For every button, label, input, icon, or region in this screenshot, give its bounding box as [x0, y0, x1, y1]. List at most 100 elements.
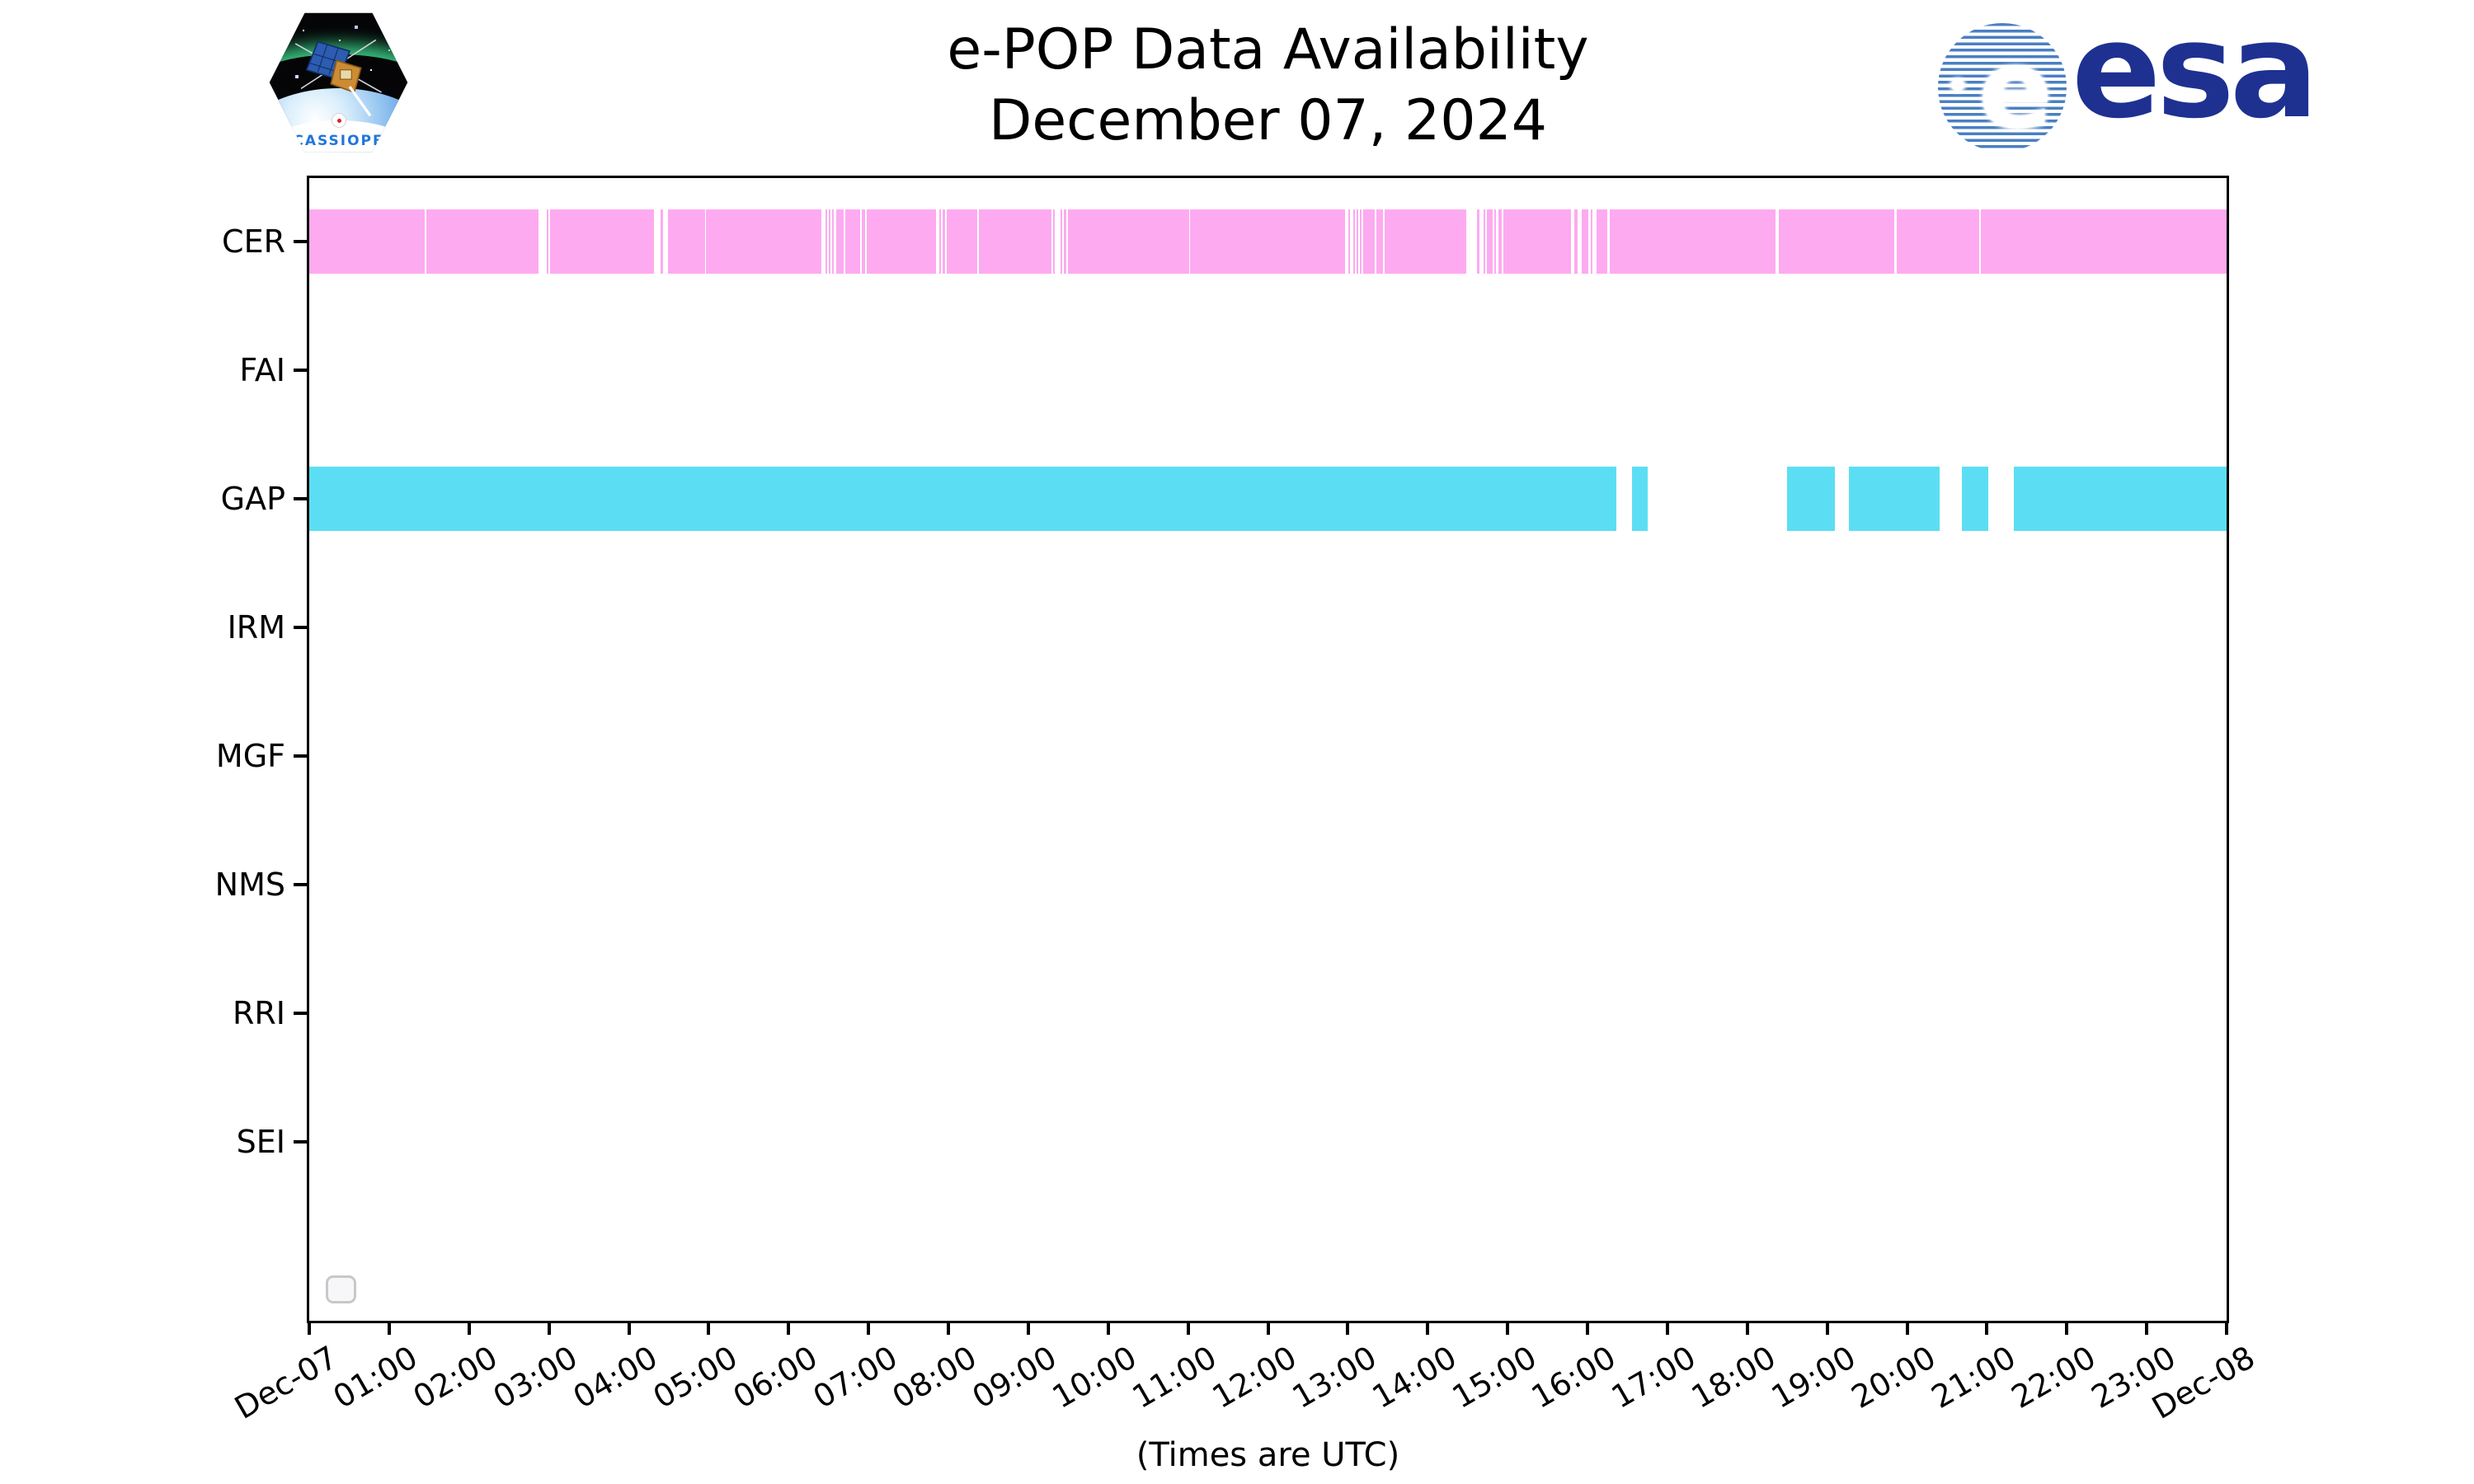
x-tick-23:00 [2145, 1321, 2149, 1335]
stars [291, 21, 293, 23]
availability-segment-CER [706, 209, 821, 274]
x-tick-Dec-07 [308, 1321, 311, 1335]
y-tick-label-IRM: IRM [227, 609, 285, 646]
x-tick-19:00 [1825, 1321, 1829, 1335]
x-tick-label-11:00: 11:00 [1126, 1339, 1223, 1416]
availability-segment-CER [1896, 209, 1979, 274]
availability-segment-CER [1573, 209, 1578, 274]
availability-segment-CER [1063, 209, 1067, 274]
availability-segment-CER [309, 209, 425, 274]
y-tick-SEI [294, 1140, 307, 1144]
y-tick-GAP [294, 497, 307, 500]
x-tick-label-19:00: 19:00 [1765, 1339, 1862, 1416]
x-tick-label-04:00: 04:00 [567, 1339, 664, 1416]
esa-globe-icon: e [1938, 23, 2067, 152]
availability-segment-CER [1778, 209, 1894, 274]
x-tick-16:00 [1586, 1321, 1589, 1335]
availability-segment-CER [1610, 209, 1776, 274]
x-tick-12:00 [1266, 1321, 1270, 1335]
x-tick-05:00 [707, 1321, 711, 1335]
availability-segment-CER [831, 209, 834, 274]
availability-segment-CER [1493, 209, 1496, 274]
esa-logo: e esa [1938, 0, 2319, 160]
availability-segment-CER [1980, 209, 2227, 274]
availability-segment-CER [1384, 209, 1466, 274]
x-tick-label-13:00: 13:00 [1286, 1339, 1383, 1416]
plot-canvas [294, 178, 2228, 1335]
availability-segment-CER [1060, 209, 1062, 274]
plot-area [294, 176, 2229, 1335]
availability-segment-CER [862, 209, 866, 274]
x-axis-title: (Times are UTC) [1136, 1436, 1400, 1474]
availability-segment-CER [667, 209, 705, 274]
x-tick-08:00 [947, 1321, 950, 1335]
x-tick-22:00 [2065, 1321, 2069, 1335]
esa-globe-letter: e [1978, 26, 2053, 153]
y-tick-label-FAI: FAI [239, 352, 285, 388]
availability-segment-CER [1486, 209, 1493, 274]
x-tick-label-09:00: 09:00 [967, 1339, 1063, 1416]
x-tick-Dec-08 [2225, 1321, 2228, 1335]
csa-roundel-icon [331, 113, 346, 129]
x-tick-label-20:00: 20:00 [1845, 1339, 1942, 1416]
y-tick-CER [294, 240, 307, 243]
x-tick-04:00 [627, 1321, 631, 1335]
availability-segment-CER [1353, 209, 1356, 274]
x-tick-label-10:00: 10:00 [1046, 1339, 1143, 1416]
availability-segment-CER [1348, 209, 1351, 274]
esa-globe-dot [1951, 79, 1964, 91]
x-tick-label-15:00: 15:00 [1446, 1339, 1543, 1416]
availability-segment-GAP [1962, 467, 1989, 531]
x-tick-07:00 [867, 1321, 871, 1335]
x-tick-10:00 [1106, 1321, 1110, 1335]
x-tick-01:00 [387, 1321, 391, 1335]
x-tick-label-01:00: 01:00 [327, 1339, 424, 1416]
x-tick-label-02:00: 02:00 [407, 1339, 504, 1416]
x-tick-label-05:00: 05:00 [647, 1339, 744, 1416]
x-tick-18:00 [1745, 1321, 1749, 1335]
x-tick-label-14:00: 14:00 [1366, 1339, 1463, 1416]
availability-segment-CER [1498, 209, 1503, 274]
availability-segment-GAP [1632, 467, 1648, 531]
cassiope-mission-patch: CASSIOPE [262, 6, 415, 159]
x-tick-label-12:00: 12:00 [1206, 1339, 1303, 1416]
availability-segment-CER [1503, 209, 1571, 274]
y-tick-label-NMS: NMS [214, 866, 285, 903]
availability-segment-CER [1477, 209, 1480, 274]
availability-segment-CER [1052, 209, 1055, 274]
y-tick-label-RRI: RRI [232, 995, 285, 1031]
x-tick-06:00 [787, 1321, 791, 1335]
availability-segment-CER [867, 209, 936, 274]
availability-segment-CER [845, 209, 861, 274]
satellite-illustration [294, 39, 383, 117]
y-tick-FAI [294, 369, 307, 372]
availability-segment-CER [1068, 209, 1189, 274]
x-tick-label-17:00: 17:00 [1606, 1339, 1702, 1416]
esa-wordmark: esa [2072, 0, 2319, 148]
x-tick-17:00 [1665, 1321, 1669, 1335]
y-tick-IRM [294, 626, 307, 629]
x-tick-21:00 [1985, 1321, 1989, 1335]
x-tick-09:00 [1026, 1321, 1030, 1335]
y-tick-label-MGF: MGF [215, 738, 285, 774]
availability-segment-CER [426, 209, 539, 274]
availability-segment-CER [1484, 209, 1486, 274]
x-tick-label-08:00: 08:00 [887, 1339, 983, 1416]
cassiope-label: CASSIOPE [293, 133, 384, 149]
x-tick-15:00 [1506, 1321, 1510, 1335]
availability-segment-GAP [309, 467, 1616, 531]
availability-segment-CER [825, 209, 827, 274]
availability-segment-CER [1189, 209, 1345, 274]
y-tick-label-SEI: SEI [236, 1124, 285, 1160]
x-tick-11:00 [1186, 1321, 1190, 1335]
y-axis-labels: CER FAI GAP IRM MGF NMS RRI SEI [0, 178, 290, 1321]
availability-segment-CER [1362, 209, 1376, 274]
availability-segment-CER [947, 209, 977, 274]
x-tick-label-03:00: 03:00 [487, 1339, 584, 1416]
x-tick-03:00 [547, 1321, 551, 1335]
x-tick-02:00 [467, 1321, 471, 1335]
availability-segment-GAP [1787, 467, 1836, 531]
availability-band-GAP [309, 467, 2227, 531]
availability-band-CER [309, 209, 2227, 274]
title-line-1: e-POP Data Availability [947, 17, 1589, 82]
